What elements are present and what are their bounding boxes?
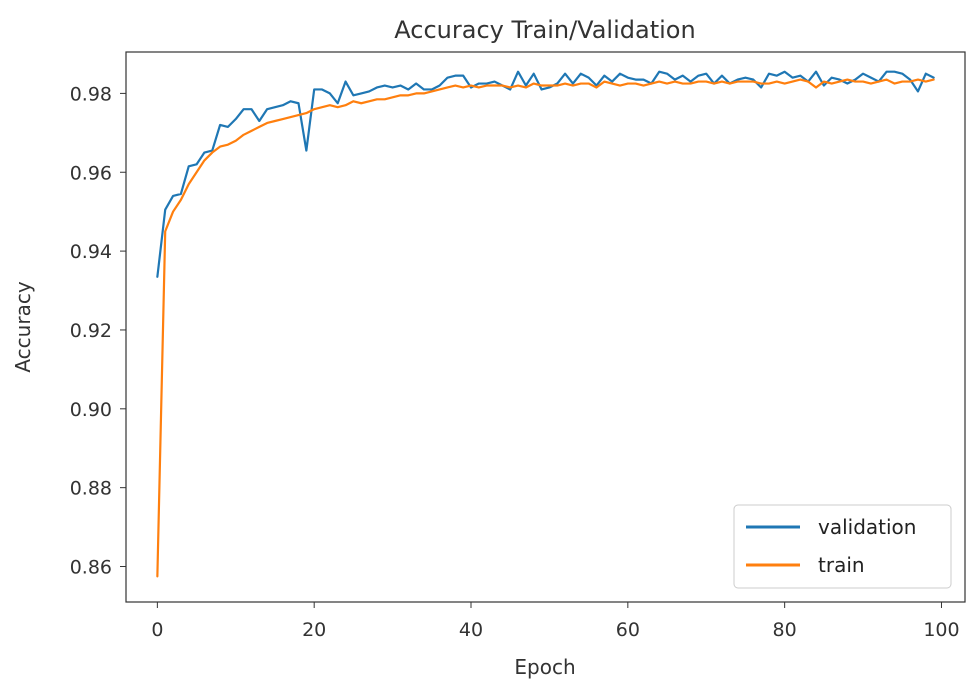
legend-label-train: train [818, 553, 865, 577]
y-axis-title: Accuracy [11, 281, 35, 372]
chart-title: Accuracy Train/Validation [394, 16, 695, 44]
legend-label-validation: validation [818, 515, 916, 539]
y-tick-label: 0.98 [70, 83, 112, 105]
y-tick-label: 0.94 [70, 241, 112, 263]
y-tick-label: 0.86 [70, 557, 112, 579]
x-axis: 0 20 40 60 80 100 [151, 602, 960, 641]
series-layer [156, 70, 935, 578]
legend: validation train [733, 504, 952, 589]
series-line-train [156, 78, 935, 578]
y-tick-label: 0.90 [70, 399, 112, 421]
x-tick-label: 20 [302, 619, 326, 641]
x-tick-label: 0 [151, 619, 163, 641]
y-tick-label: 0.92 [70, 320, 112, 342]
y-tick-label: 0.88 [70, 478, 112, 500]
x-tick-label: 60 [616, 619, 640, 641]
x-tick-label: 100 [923, 619, 959, 641]
y-tick-label: 0.96 [70, 162, 112, 184]
y-axis: 0.86 0.88 0.90 0.92 0.94 0.96 0.98 [70, 83, 126, 579]
x-tick-label: 80 [773, 619, 797, 641]
x-tick-label: 40 [459, 619, 483, 641]
x-axis-title: Epoch [514, 655, 575, 679]
plot-frame [125, 51, 966, 603]
series-line-validation [156, 70, 935, 278]
